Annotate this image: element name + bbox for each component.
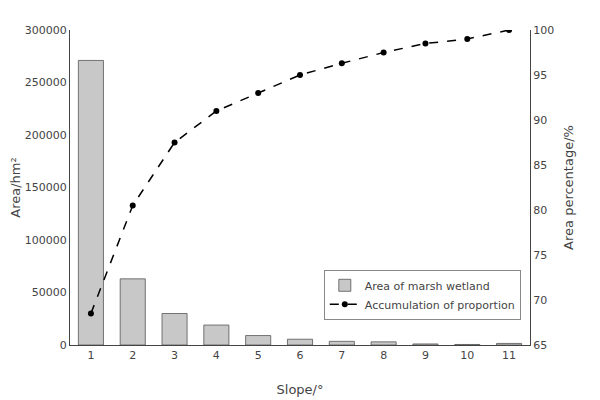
svg-text:2: 2	[129, 349, 136, 362]
svg-text:50000: 50000	[32, 286, 67, 299]
svg-text:Area of marsh wetland: Area of marsh wetland	[365, 280, 490, 293]
svg-text:150000: 150000	[25, 181, 67, 194]
svg-text:Area/hm²: Area/hm²	[8, 157, 23, 217]
svg-text:11: 11	[502, 349, 516, 362]
svg-text:65: 65	[533, 339, 547, 352]
svg-text:75: 75	[533, 249, 547, 262]
svg-text:95: 95	[533, 69, 547, 82]
svg-text:1: 1	[87, 349, 94, 362]
svg-text:10: 10	[460, 349, 474, 362]
svg-text:300000: 300000	[25, 24, 67, 37]
svg-text:Accumulation of proportion: Accumulation of proportion	[365, 299, 515, 312]
svg-text:200000: 200000	[25, 129, 67, 142]
svg-text:3: 3	[171, 349, 178, 362]
svg-text:80: 80	[533, 204, 547, 217]
svg-text:7: 7	[338, 349, 345, 362]
svg-text:Slope/°: Slope/°	[277, 382, 324, 397]
svg-text:5: 5	[255, 349, 262, 362]
svg-text:4: 4	[213, 349, 220, 362]
svg-text:9: 9	[422, 349, 429, 362]
svg-text:70: 70	[533, 294, 547, 307]
svg-text:100: 100	[533, 24, 554, 37]
svg-text:8: 8	[380, 349, 387, 362]
svg-text:0: 0	[60, 339, 67, 352]
svg-text:100000: 100000	[25, 234, 67, 247]
svg-text:85: 85	[533, 159, 547, 172]
svg-text:Area percentage/%: Area percentage/%	[561, 125, 576, 250]
svg-text:90: 90	[533, 114, 547, 127]
svg-text:250000: 250000	[25, 76, 67, 89]
svg-text:6: 6	[297, 349, 304, 362]
